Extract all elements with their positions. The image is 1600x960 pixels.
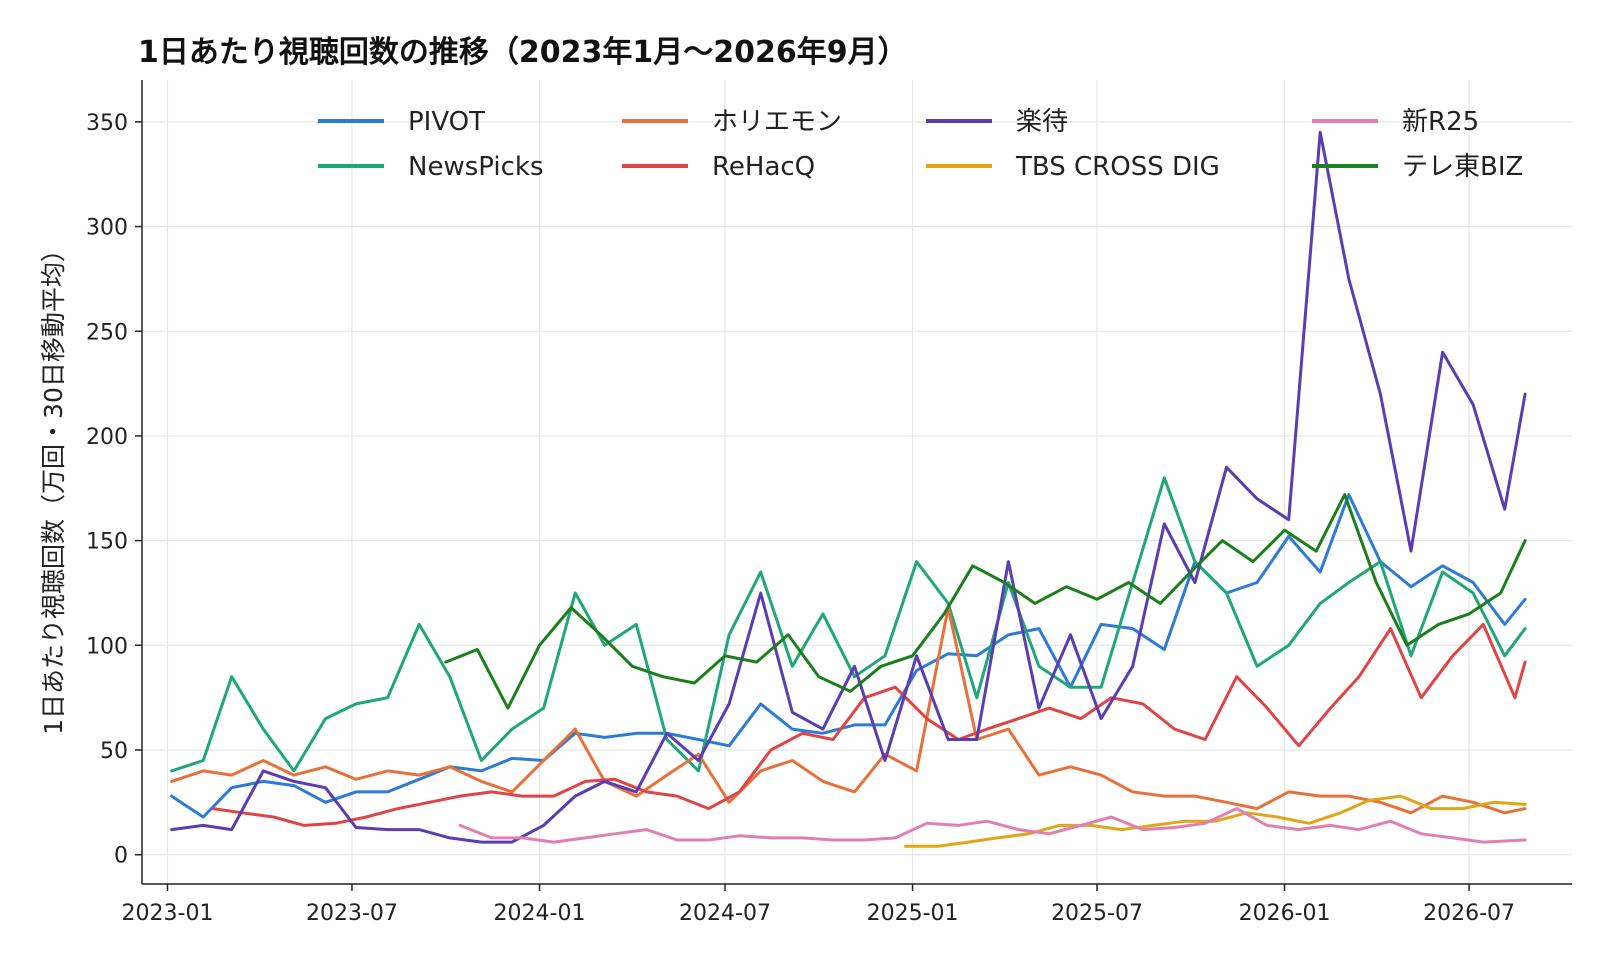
gridlines bbox=[142, 80, 1572, 884]
legend: PIVOT NewsPicks ホリエモン ReHacQ 楽待 TBS CROSS DIG… bbox=[318, 107, 1523, 182]
legend-label: PIVOT bbox=[408, 107, 485, 137]
y-tick-label: 300 bbox=[86, 216, 128, 241]
legend-label: ホリエモン bbox=[712, 107, 842, 137]
y-tick-label: 100 bbox=[86, 634, 128, 659]
y-tick-label: 50 bbox=[100, 739, 128, 764]
legend-label: ReHacQ bbox=[712, 152, 815, 182]
x-tick-label: 2024-01 bbox=[494, 901, 586, 926]
x-tick-label: 2025-07 bbox=[1051, 901, 1143, 926]
y-tick-label: 250 bbox=[86, 320, 128, 345]
y-tick-label: 200 bbox=[86, 425, 128, 450]
series-line bbox=[170, 130, 1527, 844]
y-tick-label: 350 bbox=[86, 111, 128, 136]
series-line bbox=[903, 794, 1527, 848]
x-tick-label: 2026-01 bbox=[1239, 901, 1331, 926]
chart-title: 1日あたり視聴回数の推移（2023年1月〜2026年9月） bbox=[138, 35, 908, 70]
legend-label: 新R25 bbox=[1402, 107, 1479, 137]
x-tick-label: 2023-01 bbox=[122, 901, 214, 926]
x-tick-label: 2023-07 bbox=[306, 901, 398, 926]
y-tick-label: 0 bbox=[114, 844, 128, 869]
y-tick-label: 150 bbox=[86, 530, 128, 555]
legend-label: TBS CROSS DIG bbox=[1015, 152, 1220, 182]
series-line bbox=[170, 476, 1527, 773]
legend-label: NewsPicks bbox=[408, 152, 543, 182]
axes: 0 50 100 150 200 250 300 350 2023-01 2023-07 2024-… bbox=[86, 80, 1572, 926]
series-lines bbox=[170, 130, 1527, 848]
x-tick-label: 2025-01 bbox=[867, 901, 959, 926]
legend-label: 楽待 bbox=[1016, 107, 1068, 137]
series-line bbox=[170, 606, 1527, 815]
x-tick-label: 2026-07 bbox=[1423, 901, 1515, 926]
series-line bbox=[211, 622, 1527, 827]
x-tick-label: 2024-07 bbox=[679, 901, 771, 926]
y-axis-label: 1日あたり視聴回数（万回・30日移動平均） bbox=[39, 237, 68, 735]
legend-label: テレ東BIZ bbox=[1402, 152, 1523, 182]
series-line bbox=[458, 807, 1527, 844]
series-line bbox=[444, 493, 1527, 710]
series-line bbox=[170, 493, 1527, 819]
